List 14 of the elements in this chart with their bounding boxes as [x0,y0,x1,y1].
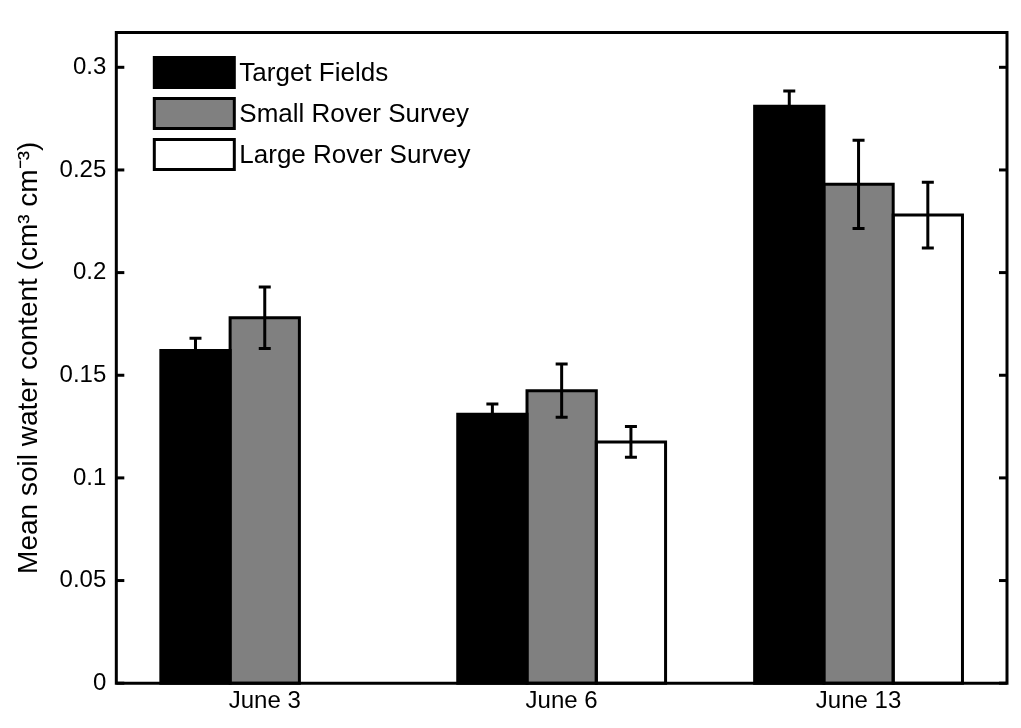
y-tick-label: 0.15 [59,359,107,387]
y-tick-label: 0.1 [72,462,107,490]
y-tick-label: 0.05 [59,565,107,593]
legend-label: Small Rover Survey [239,97,470,128]
legend-label: Target Fields [239,56,389,87]
y-tick-label: 0.3 [72,51,107,79]
legend-label: Large Rover Survey [239,138,471,169]
y-tick-label: 0.25 [59,154,107,182]
x-tick-label: June 13 [815,686,902,714]
y-axis-title: Mean soil water content (cm³ cm⁻³) [11,141,43,574]
x-tick-label: June 6 [525,686,598,714]
x-tick-label: June 3 [228,686,301,714]
y-tick-label: 0.2 [72,257,107,285]
y-tick-label: 0 [92,667,107,695]
